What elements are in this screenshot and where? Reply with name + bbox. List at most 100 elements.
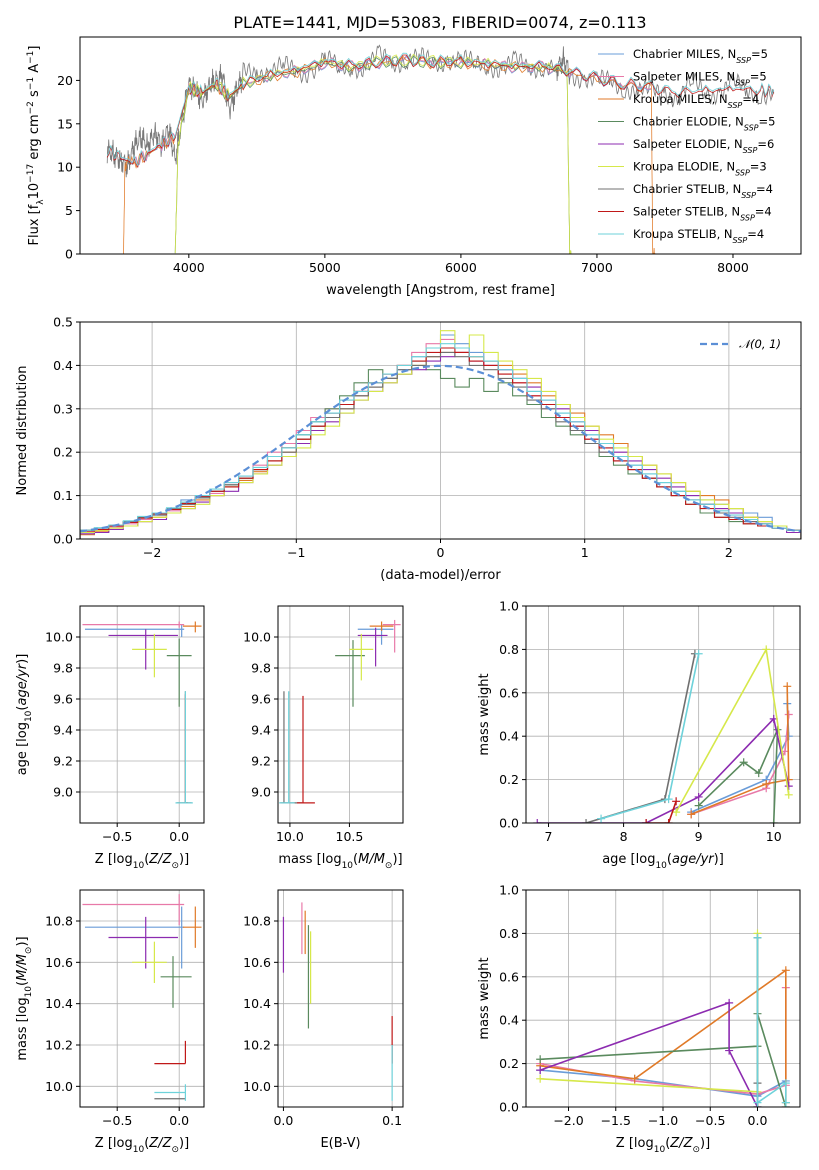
x-tick-label: 0.1 xyxy=(382,1113,402,1128)
x-tick-label: 10.0 xyxy=(276,829,304,844)
y-tick-label: 10.0 xyxy=(243,1079,271,1094)
weight-marker xyxy=(672,808,681,817)
x-tick-label: 5000 xyxy=(309,260,341,275)
y-tick-label: 9.0 xyxy=(53,785,73,800)
weight-marker xyxy=(784,782,793,791)
y-tick-label: 9.0 xyxy=(251,785,271,800)
weight-line xyxy=(646,801,677,823)
x-axis-label: age [log10(age/yr)] xyxy=(602,852,724,871)
y-tick-label: 9.6 xyxy=(53,692,73,707)
y-tick-label: 0.4 xyxy=(53,358,73,373)
weight-marker xyxy=(753,1098,762,1107)
weight-marker xyxy=(536,1066,545,1075)
residuals-frame xyxy=(79,321,802,540)
legend-entry: Chabrier MILES, NSSP=5 xyxy=(633,47,768,65)
x-tick-label: 4000 xyxy=(173,260,205,275)
weight-marker xyxy=(533,819,542,823)
weight-marker xyxy=(582,819,591,823)
errorbar-kroupa-elodie xyxy=(349,633,374,681)
spectrum-line-kroupa-elodie xyxy=(174,53,573,254)
x-tick-label: 10.5 xyxy=(336,829,364,844)
weight-marker xyxy=(754,769,763,778)
y-tick-label: 10.4 xyxy=(45,996,73,1011)
x-axis-label: (data-model)/error xyxy=(380,568,501,583)
errorbar-chabrier-elodie xyxy=(160,956,192,1008)
x-axis-label: E(B-V) xyxy=(320,1136,360,1151)
residuals-panel: −2 −1 0 1 2 0.0 0.1 0.2 0.3 0.4 0.5 (data-model)/er… xyxy=(15,315,802,583)
weight-marker xyxy=(725,1046,734,1055)
y-tick-label: 0.3 xyxy=(53,401,73,416)
weight-marker xyxy=(597,814,606,823)
weight-marker xyxy=(536,1055,545,1064)
x-tick-label: 0.0 xyxy=(169,1113,189,1128)
y-tick-label: 0.2 xyxy=(499,772,519,787)
legend-entry: 𝒩(0, 1) xyxy=(739,337,781,351)
weight-marker xyxy=(781,966,790,975)
y-tick-label: 10.4 xyxy=(243,996,271,1011)
age_vs_Z-points xyxy=(82,621,202,804)
spectrum-panel: 4000 5000 6000 7000 8000 0 5 10 15 20 wavelength [… xyxy=(26,36,802,298)
y-tick-label: 10.0 xyxy=(45,1079,73,1094)
weight-line xyxy=(585,653,696,823)
age_vs_Z-panel: −0.5 0.0 9.0 9.2 9.4 9.6 9.8 10.0 Z [log10(Z/Z⊙)… xyxy=(15,605,205,871)
weight-marker xyxy=(664,819,673,823)
x-tick-label: −0.5 xyxy=(102,829,132,844)
errorbar-chabrier-miles xyxy=(84,906,185,969)
x-tick-label: −1 xyxy=(287,545,305,560)
weight_vs_Z-frame xyxy=(525,889,801,1108)
x-axis-label: Z [log10(Z/Z⊙)] xyxy=(616,1136,710,1155)
x-tick-label: 8 xyxy=(620,829,628,844)
weight-marker xyxy=(664,795,673,804)
x-tick-label: −0.5 xyxy=(102,1113,132,1128)
weight-marker xyxy=(725,998,734,1007)
spectrum-line-chabrier-stelib xyxy=(106,44,775,178)
weight-series-salpeter-elodie xyxy=(533,714,793,823)
spectrum-line-salpeter-stelib xyxy=(106,54,775,169)
weight-line xyxy=(690,686,790,816)
weight-marker xyxy=(642,819,651,823)
y-tick-label: 10.8 xyxy=(45,914,73,929)
y-tick-label: 0 xyxy=(65,247,73,262)
y-tick-label: 20 xyxy=(57,73,73,88)
y-tick-label: 10 xyxy=(57,160,73,175)
x-tick-label: 2 xyxy=(725,545,733,560)
y-tick-label: 9.8 xyxy=(53,661,73,676)
weight-marker xyxy=(784,790,793,799)
x-tick-label: 8000 xyxy=(717,260,749,275)
y-tick-label: 1.0 xyxy=(499,883,519,898)
x-axis-label: Z [log10(Z/Z⊙)] xyxy=(95,852,189,871)
x-tick-label: 1 xyxy=(581,545,589,560)
weight-line xyxy=(540,968,787,1103)
spectrum-line-kroupa-miles xyxy=(123,55,656,254)
x-tick-label: −2.0 xyxy=(553,1113,583,1128)
normal-curve xyxy=(80,364,801,533)
age_vs_mass-panel: 10.0 10.5 9.0 9.2 9.4 9.6 9.8 10.0 mass [log10(M… xyxy=(243,605,404,871)
errorbar-kroupa-elodie xyxy=(132,941,167,983)
y-tick-label: 0.5 xyxy=(53,315,73,330)
weight-marker xyxy=(762,779,771,788)
age_vs_mass-frame xyxy=(277,605,404,824)
y-tick-label: 9.8 xyxy=(251,661,271,676)
weight-marker xyxy=(694,801,703,810)
weight_vs_Z-panel: −2.0 −1.5 −1.0 −0.5 0.0 0.0 0.2 0.4 0.6 0.8 1.0 Z [… xyxy=(477,883,801,1155)
y-tick-label: 0.0 xyxy=(499,1100,519,1115)
spectrum-lines xyxy=(106,44,775,254)
y-axis-label: Normed distribution xyxy=(15,366,30,496)
mass_vs_EBV-panel: 0.0 0.1 10.0 10.2 10.4 10.6 10.8 E(B-V) xyxy=(243,889,404,1151)
y-tick-label: 10.6 xyxy=(243,955,271,970)
errorbar-salpeter-miles xyxy=(82,894,185,926)
errorbar-kroupa-elodie xyxy=(132,633,167,678)
errorbar-salpeter-elodie xyxy=(108,916,178,969)
errorbar-chabrier-miles xyxy=(84,624,185,637)
weight-marker xyxy=(783,682,792,691)
weight-marker xyxy=(739,758,748,767)
y-tick-label: 15 xyxy=(57,116,73,131)
errorbar-kroupa-stelib xyxy=(154,1084,186,1101)
y-tick-label: 9.2 xyxy=(251,754,271,769)
errorbar-chabrier-elodie xyxy=(166,638,192,707)
weight-line xyxy=(675,646,790,813)
age_vs_mass-points xyxy=(279,619,401,804)
histogram-kroupa-elodie xyxy=(80,330,801,539)
